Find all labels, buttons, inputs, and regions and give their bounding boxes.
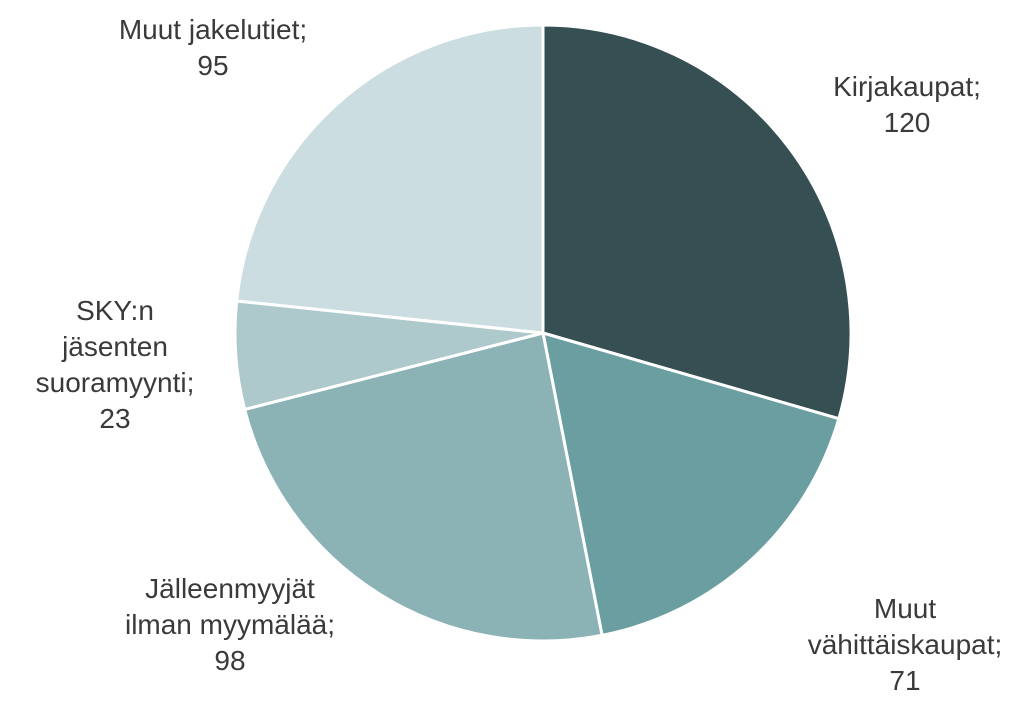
pie-slice <box>235 23 545 335</box>
category-label: Jälleenmyyjät ilman myymälää; <box>124 573 336 640</box>
slice-label: SKY:n jäsenten suoramyynti; 23 <box>30 293 200 437</box>
value-label: 120 <box>883 107 931 138</box>
slice-label: Muut jakelutiet; 95 <box>118 12 308 84</box>
pie-slice <box>243 331 604 643</box>
slice-label: Kirjakaupat; 120 <box>817 69 997 141</box>
slice-label: Jälleenmyyjät ilman myymälää; 98 <box>118 571 343 679</box>
category-label: Muut vähittäiskaupat; <box>807 593 1003 660</box>
category-label: Kirjakaupat; <box>833 71 981 102</box>
value-label: 95 <box>197 50 229 81</box>
pie-slice <box>541 331 841 637</box>
value-label: 98 <box>214 645 246 676</box>
value-label: 71 <box>889 665 921 696</box>
pie-slice <box>541 23 853 421</box>
slice-label: Muut vähittäiskaupat; 71 <box>790 591 1020 699</box>
category-label: Muut jakelutiet; <box>118 14 308 45</box>
category-label: SKY:n jäsenten suoramyynti; <box>35 295 195 398</box>
value-label: 23 <box>99 403 131 434</box>
